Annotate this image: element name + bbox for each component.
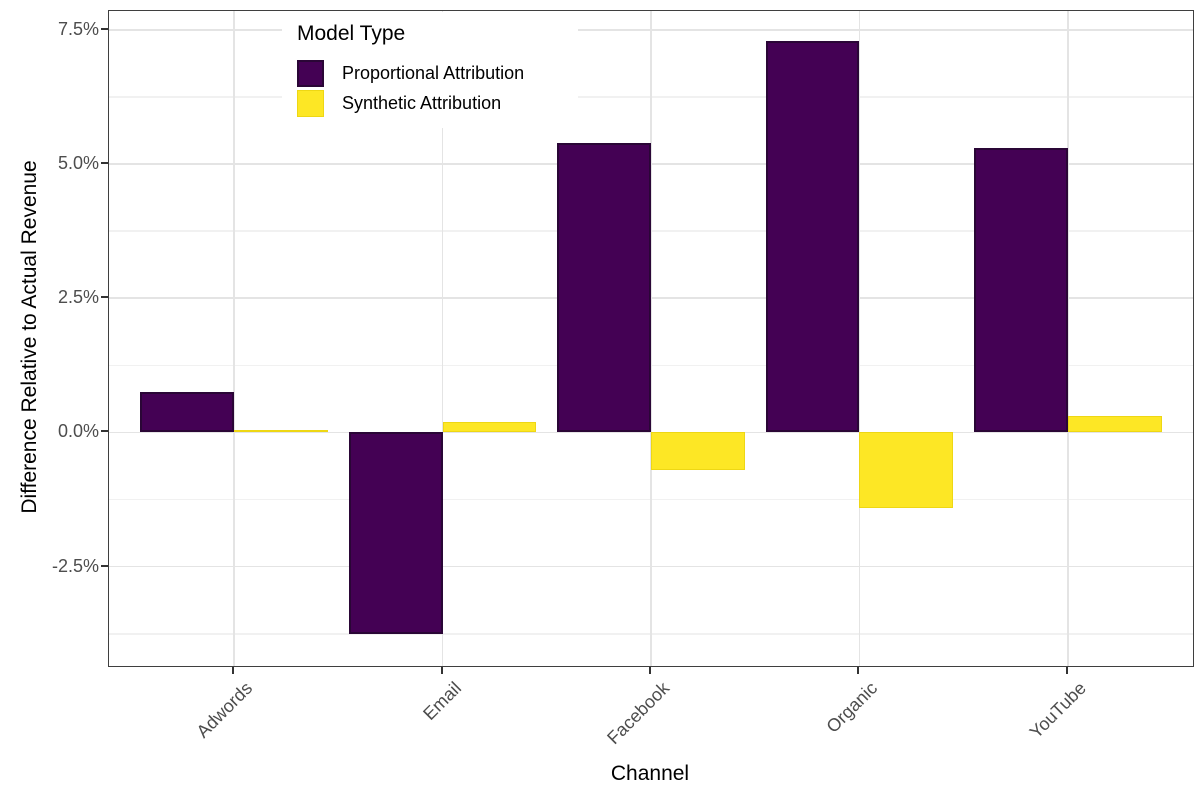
bar-email-synthetic-attribution <box>442 421 537 433</box>
plot-panel <box>108 10 1194 667</box>
y-axis-tick-label: 5.0% <box>57 153 99 173</box>
gridline-x-adwords <box>233 11 235 666</box>
bar-adwords-proportional-attribution <box>140 392 235 433</box>
y-axis-tick-label: -2.5% <box>51 555 99 576</box>
x-axis-tick-mark <box>857 667 860 674</box>
x-axis-tick-label-youtube: YouTube <box>1025 678 1091 743</box>
legend-item-proportional-attribution: Proportional Attribution <box>297 58 578 88</box>
x-axis-tick-label-adwords: Adwords <box>192 678 257 742</box>
legend-items: Proportional Attribution Synthetic Attrib… <box>297 58 578 118</box>
legend-item-synthetic-attribution: Synthetic Attribution <box>297 88 578 118</box>
legend-title: Model Type <box>297 22 406 45</box>
x-axis-tick-label-facebook: Facebook <box>603 678 674 749</box>
y-axis-tick-mark <box>101 564 108 567</box>
y-axis-tick-label: 0.0% <box>57 421 99 442</box>
x-axis-tick-mark <box>1065 667 1068 674</box>
gridline-x-youtube <box>1067 11 1069 666</box>
x-axis-tick-mark <box>440 667 443 674</box>
y-axis-tick-label: 7.5% <box>57 18 99 39</box>
x-axis-tick-mark <box>649 667 651 674</box>
x-axis-tick-label-organic: Organic <box>822 678 882 737</box>
bar-youtube-proportional-attribution <box>974 147 1068 433</box>
x-axis-tick-label-email: Email <box>418 678 465 724</box>
legend-item-label: Synthetic Attribution <box>342 92 502 113</box>
legend-swatch-proportional-attribution <box>297 59 324 87</box>
y-axis-tick-mark <box>101 430 108 433</box>
bar-youtube-synthetic-attribution <box>1067 416 1162 433</box>
legend: Model Type Proportional Attribution Synth… <box>282 12 578 128</box>
gridline-x-facebook <box>650 11 652 666</box>
bar-organic-proportional-attribution <box>765 40 860 433</box>
bar-organic-synthetic-attribution <box>859 432 954 508</box>
y-axis-tick-label: 2.5% <box>57 287 99 308</box>
y-axis-tick-mark <box>101 296 108 299</box>
legend-item-label: Proportional Attribution <box>342 62 525 83</box>
gridline-x-email <box>441 11 444 666</box>
y-axis-tick-mark <box>101 162 108 164</box>
legend-swatch-synthetic-attribution <box>297 89 324 117</box>
bar-adwords-synthetic-attribution <box>234 429 328 433</box>
y-axis-tick-mark <box>101 27 108 30</box>
bar-email-proportional-attribution <box>348 432 443 634</box>
bar-facebook-proportional-attribution <box>557 142 651 433</box>
x-axis-title: Channel <box>610 762 690 785</box>
y-axis-title: Difference Relative to Actual Revenue <box>18 160 41 514</box>
x-axis-tick-mark <box>232 667 235 674</box>
bar-facebook-synthetic-attribution <box>651 432 745 471</box>
gridline-x-organic <box>858 11 861 666</box>
